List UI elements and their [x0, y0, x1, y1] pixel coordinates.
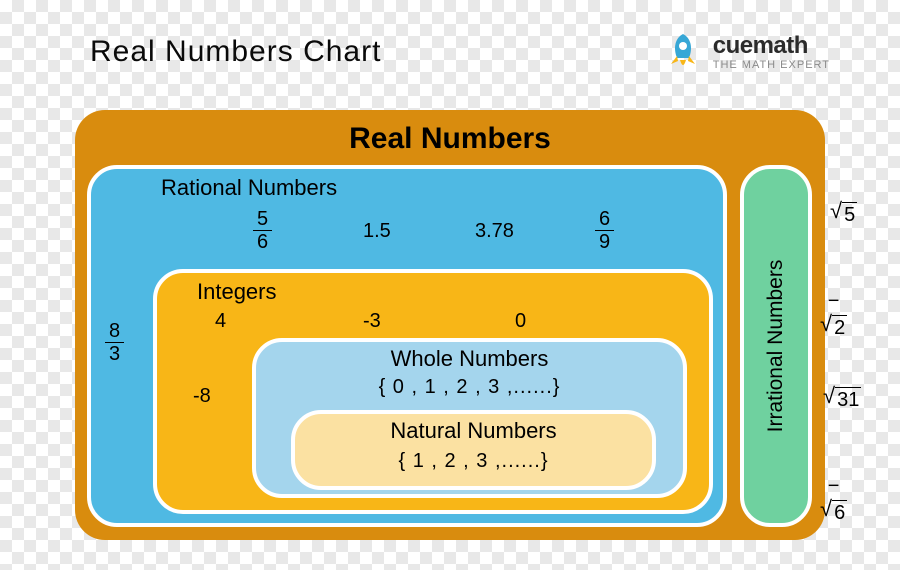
rocket-icon — [661, 30, 705, 74]
integer-example-neg3: -3 — [363, 310, 381, 333]
integers-title: Integers — [197, 279, 277, 305]
whole-numbers-title: Whole Numbers — [256, 346, 683, 372]
natural-numbers-box: Natural Numbers { 1 , 2 , 3 ,......} — [291, 410, 656, 490]
brand-tagline: THE MATH EXPERT — [713, 60, 830, 71]
irrational-example-neg-sqrt2: −√2 — [820, 290, 847, 340]
real-numbers-chart: Real Numbers Irrational Numbers √5 −√2 √… — [75, 110, 825, 540]
rational-example-8-3: 83 — [105, 320, 124, 365]
rational-numbers-box: Rational Numbers Integers Whole Numbers … — [87, 165, 727, 527]
irrational-example-neg-sqrt6: −√6 — [820, 475, 847, 525]
irrational-numbers-title: Irrational Numbers — [764, 260, 788, 433]
integer-example-0: 0 — [515, 310, 526, 333]
page-title: Real Numbers Chart — [90, 35, 381, 69]
rational-example-5-6: 56 — [253, 208, 272, 253]
natural-numbers-set: { 1 , 2 , 3 ,......} — [295, 450, 652, 473]
irrational-numbers-box: Irrational Numbers — [740, 165, 812, 527]
rational-example-1-5: 1.5 — [363, 220, 391, 243]
irrational-example-sqrt5: √5 — [830, 200, 857, 227]
real-numbers-title: Real Numbers — [75, 122, 825, 156]
integers-box: Integers Whole Numbers { 0 , 1 , 2 , 3 ,… — [153, 269, 713, 514]
rational-numbers-title: Rational Numbers — [161, 175, 337, 201]
integer-example-neg8: -8 — [193, 385, 211, 408]
whole-numbers-box: Whole Numbers { 0 , 1 , 2 , 3 ,......} N… — [252, 338, 687, 498]
rational-example-3-78: 3.78 — [475, 220, 514, 243]
irrational-example-sqrt31: √31 — [823, 385, 861, 412]
header: Real Numbers Chart cuemath THE MATH EXPE… — [0, 0, 900, 84]
integer-example-4: 4 — [215, 310, 226, 333]
whole-numbers-set: { 0 , 1 , 2 , 3 ,......} — [256, 376, 683, 399]
brand-name: cuemath — [713, 34, 830, 58]
brand: cuemath THE MATH EXPERT — [661, 30, 830, 74]
natural-numbers-title: Natural Numbers — [295, 418, 652, 444]
rational-example-6-9: 69 — [595, 208, 614, 253]
